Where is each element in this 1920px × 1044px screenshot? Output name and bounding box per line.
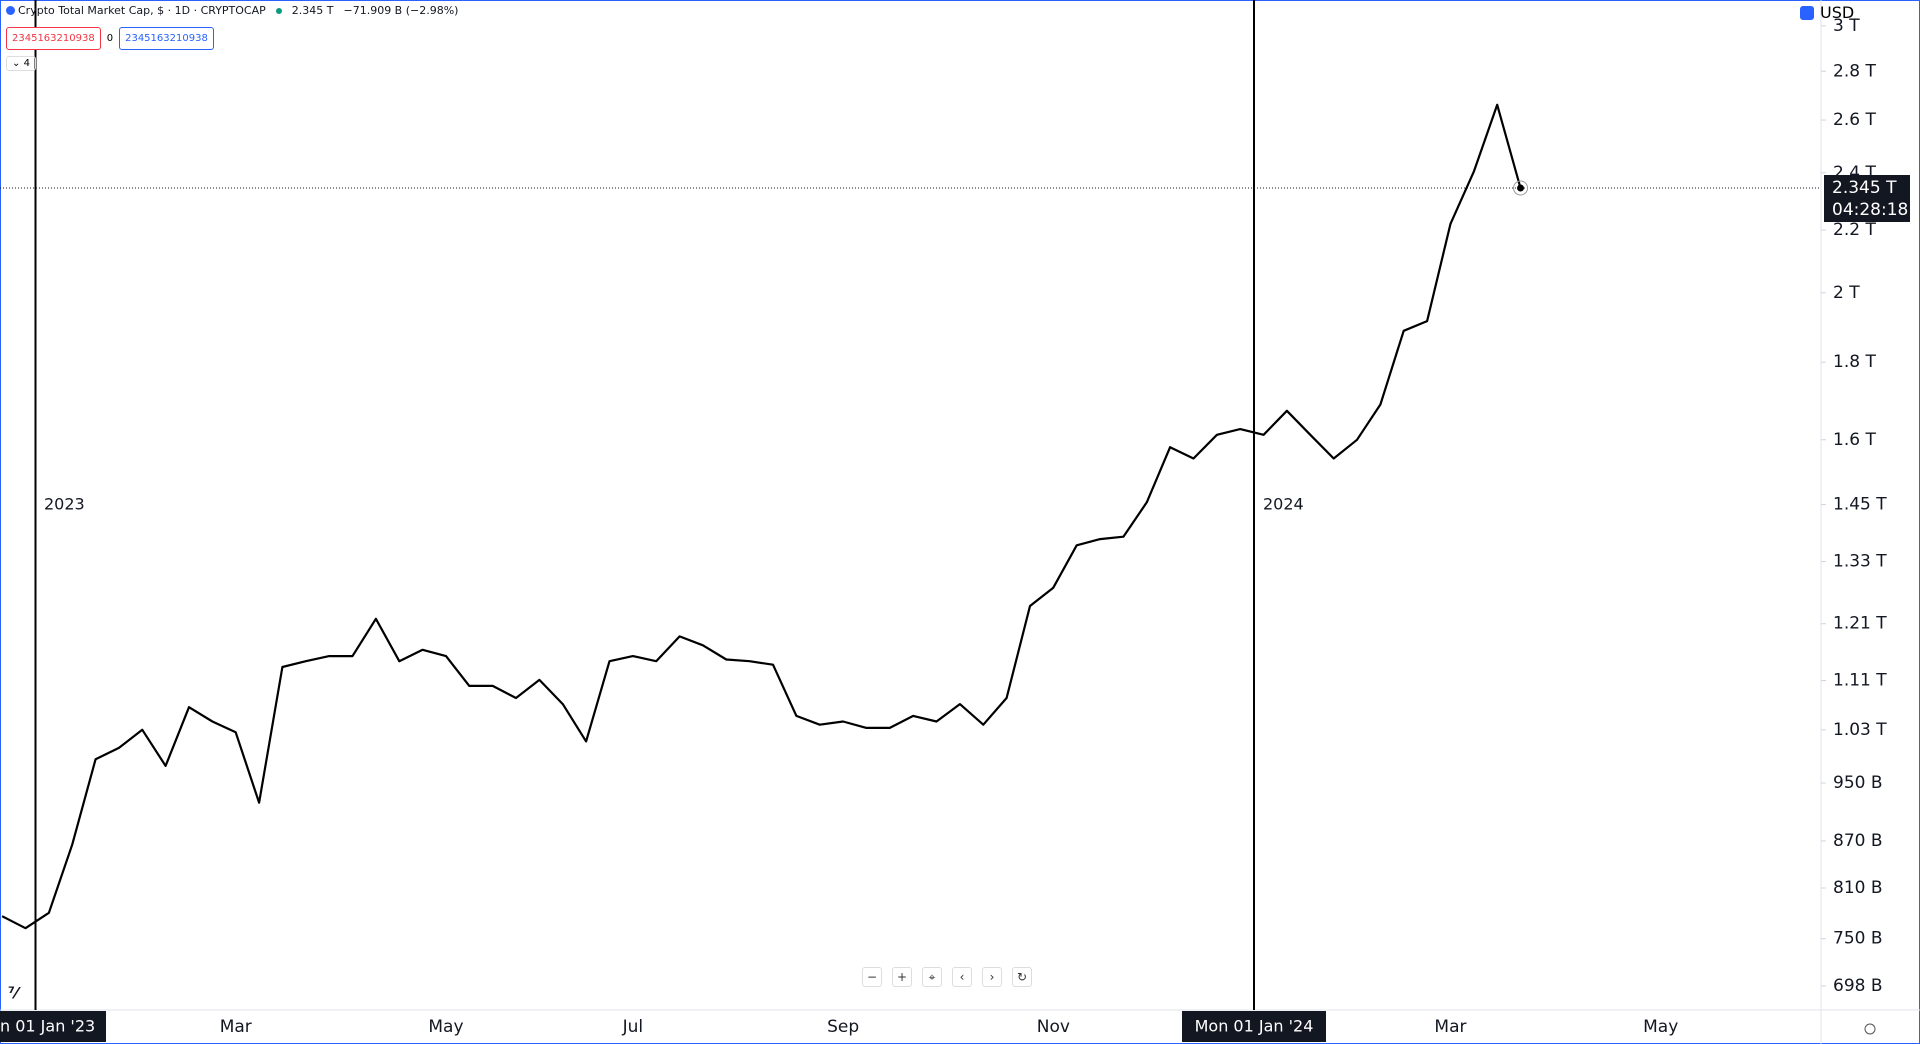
- y-tick-label: 3 T: [1833, 16, 1860, 36]
- y-tick-label: 2.6 T: [1833, 110, 1876, 130]
- zoom-out[interactable]: −: [862, 967, 882, 987]
- zoom-in[interactable]: +: [892, 967, 912, 987]
- reset[interactable]: ↻: [1012, 967, 1032, 987]
- symbol-name: Crypto Total Market Cap, $ · 1D · CRYPTO…: [18, 4, 266, 17]
- countdown: 04:28:18: [1832, 200, 1909, 220]
- currency-label: USD: [1820, 3, 1855, 22]
- scroll-left[interactable]: ‹: [952, 967, 972, 987]
- spread: 0: [106, 33, 114, 44]
- last-point-halo: [1513, 180, 1529, 196]
- crosshair-date-box: [0, 1011, 106, 1042]
- x-tick-label: Jul: [622, 1017, 644, 1037]
- indicator-count: 4: [23, 58, 30, 69]
- y-tick-label: 950 B: [1833, 773, 1883, 793]
- x-tick-label: Nov: [1037, 1017, 1070, 1037]
- settings-icon[interactable]: [1864, 1023, 1876, 1035]
- y-tick-label: 810 B: [1833, 878, 1883, 898]
- year-label: 2023: [44, 495, 85, 514]
- currency[interactable]: USD: [1800, 3, 1854, 22]
- crosshair-date-box: [1182, 1011, 1326, 1042]
- price-label: 2.345 T: [1832, 178, 1897, 198]
- y-tick-label: 1.6 T: [1833, 430, 1876, 450]
- last-point: [1517, 184, 1525, 192]
- price-line: [1, 103, 1522, 930]
- x-tick-label: Mar: [220, 1017, 252, 1037]
- currency-icon: [1800, 5, 1814, 20]
- y-tick-label: 1.11 T: [1833, 671, 1887, 691]
- zoom-controls: − + ⌖ ‹ › ↻: [862, 967, 1032, 987]
- trade-buttons: 2345163210938 0 2345163210938: [6, 27, 214, 50]
- y-tick-label: 750 B: [1833, 929, 1883, 949]
- y-tick-label: 1.03 T: [1833, 720, 1887, 740]
- y-tick-label: 1.45 T: [1833, 495, 1887, 515]
- x-tick-label: Mar: [1434, 1017, 1466, 1037]
- year-label: 2024: [1263, 495, 1304, 514]
- y-tick-label: 2.8 T: [1833, 61, 1876, 81]
- last-price: 2.345 T: [291, 4, 334, 17]
- x-tick-label: Sep: [827, 1017, 859, 1037]
- buy-button[interactable]: 2345163210938: [119, 27, 214, 50]
- legend: Crypto Total Market Cap, $ · 1D · CRYPTO…: [6, 4, 458, 17]
- x-tick-label: May: [1643, 1017, 1678, 1037]
- x-tick-label: May: [428, 1017, 463, 1037]
- y-tick-label: 2.2 T: [1833, 220, 1876, 240]
- change: −71.909 B (−2.98%): [343, 4, 459, 17]
- y-tick-label: 1.33 T: [1833, 551, 1887, 571]
- y-tick-label: 2 T: [1833, 283, 1860, 303]
- status-dot: [275, 7, 282, 14]
- crosshair-date: n 01 Jan '23: [0, 1017, 95, 1036]
- y-tick-label: 870 B: [1833, 831, 1883, 851]
- y-tick-label: 1.8 T: [1833, 352, 1876, 372]
- indicator-toggle[interactable]: ⌄ 4: [6, 56, 36, 71]
- sell-button[interactable]: 2345163210938: [6, 27, 101, 50]
- y-tick-label: 1.21 T: [1833, 614, 1887, 634]
- y-tick-label: 698 B: [1833, 976, 1883, 996]
- reset-scale[interactable]: ⌖: [922, 967, 942, 987]
- price-label-box: 2.345 T 04:28:18: [1824, 175, 1910, 222]
- logo: ⁷⁄: [8, 984, 21, 1003]
- symbol: Crypto Total Market Cap, $ · 1D · CRYPTO…: [6, 4, 266, 17]
- crosshair-date: Mon 01 Jan '24: [1195, 1017, 1314, 1036]
- scroll-right[interactable]: ›: [982, 967, 1002, 987]
